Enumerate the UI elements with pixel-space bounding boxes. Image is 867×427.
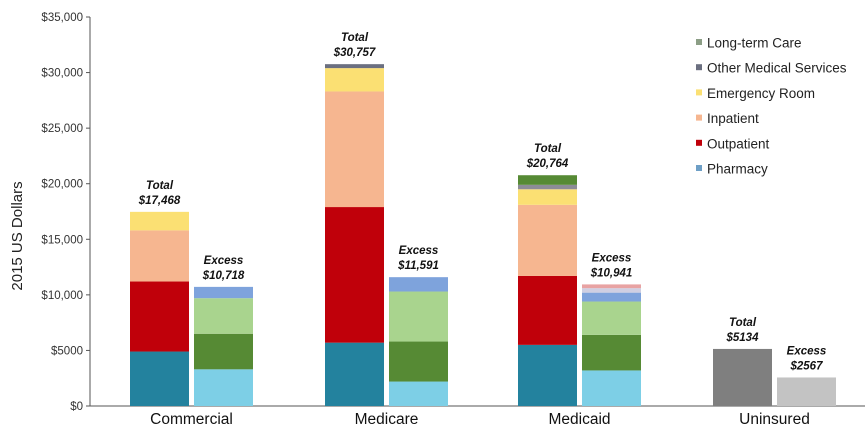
legend: Long-term Care Other Medical Services Emer… [696,36,847,177]
y-tick-label-6: $30,000 [41,68,83,80]
bar-segment-2-1-3 [582,292,641,302]
bar-segment-1-1-0 [389,381,448,406]
category-label-1: Medicare [355,411,419,427]
legend-swatch-3 [696,114,702,121]
category-label-0: Commercial [150,411,233,427]
bar-segment-2-0-1 [518,275,577,345]
bar-label-value-1-0: $30,757 [333,47,376,59]
y-tick-label-0: $0 [70,401,83,413]
y-tick-label-2: $10,000 [41,290,83,302]
bar-segment-2-0-3 [518,189,577,205]
legend-swatch-1 [696,64,702,71]
legend-swatch-5 [696,165,702,171]
legend-label-4: Outpatient [707,136,770,151]
bar-label-kind-3-1: Excess [787,345,827,357]
bar-segment-2-0-2 [518,204,577,276]
bar-segment-0-0-3 [130,211,189,231]
legend-label-1: Other Medical Services [707,61,847,76]
bar-segment-0-1-2 [194,298,253,334]
bar-uninsured-total [713,348,772,406]
y-tick-label-3: $15,000 [41,234,83,246]
bar-label-kind-1-0: Total [341,32,369,44]
bar-commercial-excess [194,286,253,406]
bar-label-kind-1-1: Excess [399,245,439,257]
bar-segment-2-1-4 [582,288,641,293]
bar-segment-1-0-0 [325,342,384,406]
bar-segment-1-0-3 [325,68,384,92]
y-tick-label-1: $5000 [51,345,83,357]
bar-label-value-3-0: $5134 [726,332,760,344]
category-label-3: Uninsured [739,411,810,427]
bar-segment-2-0-5 [518,175,577,185]
bar-segment-2-1-5 [582,284,641,289]
bar-label-kind-2-1: Excess [592,252,632,264]
bar-segment-2-0-0 [518,344,577,406]
bar-uninsured-excess [777,377,836,406]
bar-label-kind-2-0: Total [534,143,562,155]
legend-swatch-2 [696,89,702,96]
bar-segment-1-0-4 [325,64,384,69]
bar-label-value-2-1: $10,941 [590,267,633,279]
bar-segment-1-0-2 [325,91,384,208]
category-labels: Commercial Medicare Medicaid Uninsured [150,411,810,427]
bar-label-value-0-0: $17,468 [138,195,181,207]
bar-segment-0-1-3 [194,286,253,299]
bar-segment-1-0-1 [325,207,384,343]
bar-segment-0-0-1 [130,281,189,352]
bar-segment-2-0-4 [518,184,577,190]
bar-segment-3-0-0 [713,348,772,406]
bar-segment-2-1-0 [582,370,641,406]
y-axis-label: 2015 US Dollars [9,181,26,290]
legend-swatch-0 [696,39,702,45]
bars [130,64,836,406]
y-axis-ticks: $0 $5000 $10,000 $15,000 $20,000 $25,000 $30,0… [41,12,90,413]
bar-annotations: Total $17,468 Excess $10,718 Total $30,757 Exc… [138,32,827,372]
bar-segment-0-1-1 [194,333,253,370]
legend-label-2: Emergency Room [707,86,815,101]
y-tick-label-7: $35,000 [41,12,83,24]
bar-segment-1-1-3 [389,277,448,292]
bar-segment-2-1-1 [582,334,641,371]
bar-commercial-total [130,211,189,406]
bar-label-kind-0-1: Excess [204,255,244,267]
bar-medicaid-excess [582,284,641,406]
bar-segment-0-0-0 [130,351,189,406]
bar-label-value-2-0: $20,764 [526,158,569,170]
bar-segment-3-1-0 [777,377,836,406]
bar-medicare-excess [389,277,448,406]
bar-segment-0-1-0 [194,369,253,406]
y-tick-label-4: $20,000 [41,179,83,191]
y-tick-label-5: $25,000 [41,123,83,135]
bar-label-value-1-1: $11,591 [397,260,439,272]
bar-label-value-0-1: $10,718 [202,270,245,282]
legend-label-3: Inpatient [707,111,759,126]
bar-segment-0-0-2 [130,230,189,282]
bar-segment-1-1-2 [389,291,448,342]
bar-segment-1-1-1 [389,341,448,382]
category-label-2: Medicaid [548,411,610,427]
legend-label-5: Pharmacy [707,162,768,177]
legend-label-0: Long-term Care [707,36,802,51]
bar-medicaid-total [518,175,577,406]
bar-label-value-3-1: $2567 [790,360,824,372]
bar-medicare-total [325,64,384,406]
bar-label-kind-3-0: Total [729,317,757,329]
legend-swatch-4 [696,139,702,146]
bar-segment-2-1-2 [582,301,641,335]
bar-label-kind-0-0: Total [146,180,174,192]
